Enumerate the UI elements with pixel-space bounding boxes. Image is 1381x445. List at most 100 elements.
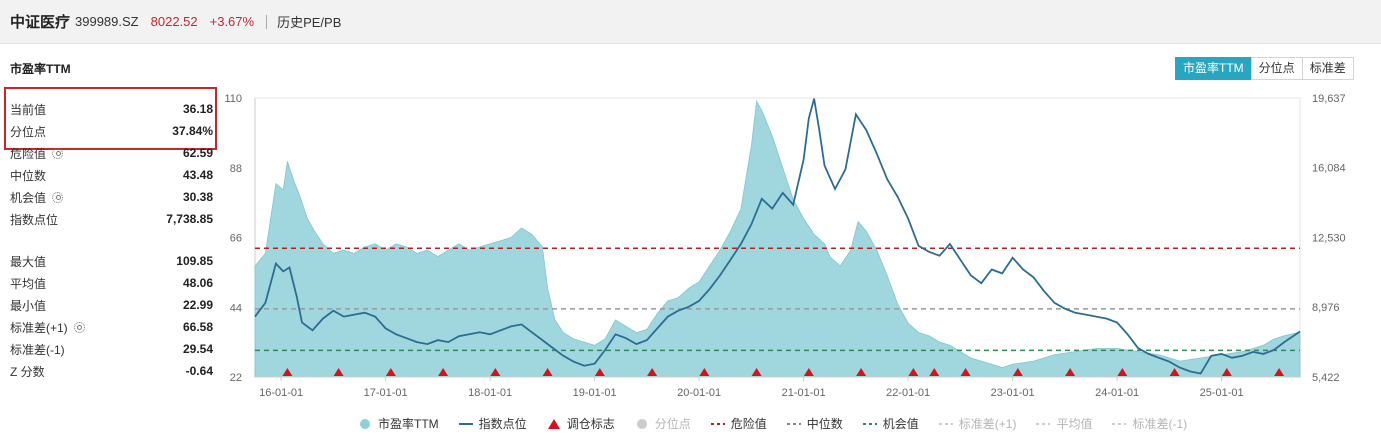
legend-item[interactable]: 中位数 (786, 415, 843, 432)
legend-swatch-icon (636, 418, 647, 429)
tab-percentile[interactable]: 分位点 (1250, 57, 1303, 80)
x-tick-label: 16-01-01 (259, 387, 303, 399)
legend-item[interactable]: 平均值 (1035, 415, 1092, 432)
legend-swatch-icon (710, 422, 725, 425)
legend-item[interactable]: 标准差(+1) (938, 415, 1016, 432)
stat-row: 标准差(+1) 66.58 (10, 316, 213, 338)
stat-label: 平均值 (10, 275, 46, 292)
legend-swatch-icon (458, 422, 473, 425)
legend-item[interactable]: 调仓标志 (546, 415, 615, 432)
stat-label-text: 当前值 (10, 102, 47, 117)
legend-label: 指数点位 (478, 417, 527, 431)
y-right-tick-label: 5,422 (1312, 372, 1340, 384)
chart-legend: 市盈率TTM 指数点位 调仓标志 分位点 危险值 中位数 机会值 标准差(+1) 平均值 标准差(… (357, 415, 1206, 432)
stat-value: 48.06 (182, 276, 213, 290)
legend-item[interactable]: 分位点 (634, 415, 691, 432)
stat-label: 最小值 (10, 297, 46, 314)
top-header: 中证医疗 399989.SZ 8022.52 +3.67% 历史PE/PB (0, 0, 1381, 44)
y-right-tick-label: 19,637 (1312, 93, 1346, 105)
rebalance-marker (490, 368, 501, 376)
stat-label-text: 最小值 (10, 298, 47, 313)
stat-row: 指数点位 7,738.85 (10, 208, 213, 230)
rebalance-marker (803, 368, 814, 376)
stat-label-text: 危险值 (10, 146, 47, 161)
stat-value: 29.54 (182, 342, 213, 356)
legend-label: 平均值 (1056, 417, 1093, 431)
pe-ttm-area (254, 99, 1301, 378)
rebalance-marker (333, 368, 344, 376)
tab-std-dev[interactable]: 标准差 (1301, 57, 1354, 80)
section-title: 市盈率TTM (10, 62, 71, 76)
rebalance-marker (594, 368, 605, 376)
rebalance-marker (908, 368, 919, 376)
stat-row: Z 分数 -0.64 (10, 360, 213, 382)
stat-row: 标准差(-1) 29.54 (10, 338, 213, 360)
legend-item[interactable]: 危险值 (710, 415, 767, 432)
header-separator (266, 14, 268, 29)
stat-value: 22.99 (182, 298, 213, 312)
stat-label-text: 平均值 (10, 276, 47, 291)
index-price: 8022.52 (150, 14, 198, 29)
stat-row: 中位数 43.48 (10, 164, 213, 186)
legend-item[interactable]: 市盈率TTM (357, 415, 439, 432)
x-tick-label: 25-01-01 (1200, 387, 1244, 399)
legend-item[interactable]: 指数点位 (458, 415, 527, 432)
stat-label: 最大值 (10, 253, 46, 270)
stat-label: 当前值 (10, 101, 46, 118)
stats-panel: 当前值 36.18 分位点 37.84% 危险值 62.59 中位数 43.48 机会值 30.3… (10, 98, 213, 382)
gear-icon[interactable] (52, 147, 64, 159)
x-tick-label: 24-01-01 (1095, 387, 1139, 399)
stat-label-text: Z 分数 (10, 364, 45, 379)
x-tick-label: 20-01-01 (677, 387, 721, 399)
stat-value: 62.59 (182, 146, 213, 160)
index-name: 中证医疗 (10, 14, 71, 31)
rebalance-marker (1221, 368, 1232, 376)
legend-item[interactable]: 机会值 (862, 415, 919, 432)
y-left-tick-label: 44 (230, 302, 242, 314)
legend-swatch-icon (938, 422, 953, 425)
stat-label-text: 机会值 (10, 190, 47, 205)
history-pe-pb-link[interactable]: 历史PE/PB (277, 15, 342, 30)
legend-label: 机会值 (882, 417, 919, 431)
rebalance-marker (699, 368, 710, 376)
legend-item[interactable]: 标准差(-1) (1111, 415, 1187, 432)
stat-row: 机会值 30.38 (10, 186, 213, 208)
gear-icon[interactable] (73, 321, 85, 333)
stat-row: 平均值 48.06 (10, 272, 213, 294)
rebalance-marker (542, 368, 553, 376)
tab-pe-ttm[interactable]: 市盈率TTM (1175, 57, 1252, 80)
rebalance-marker (1065, 368, 1076, 376)
x-tick-label: 19-01-01 (573, 387, 617, 399)
y-left-tick-label: 22 (230, 372, 242, 384)
rebalance-marker (1169, 368, 1180, 376)
stat-label: 指数点位 (10, 211, 58, 228)
stat-value: 43.48 (182, 168, 213, 182)
stat-label: 危险值 (10, 145, 64, 162)
stat-label: 中位数 (10, 167, 46, 184)
stat-label: 标准差(+1) (10, 319, 85, 336)
rebalance-marker (385, 368, 396, 376)
metric-tabs: 市盈率TTM 分位点 标准差 (1175, 57, 1354, 80)
legend-label: 分位点 (654, 417, 691, 431)
stat-row: 分位点 37.84% (10, 120, 213, 142)
index-change: +3.67% (209, 14, 255, 29)
stat-label: 机会值 (10, 189, 64, 206)
stat-value: 30.38 (182, 190, 213, 204)
rebalance-marker (856, 368, 867, 376)
stat-row: 最小值 22.99 (10, 294, 213, 316)
stat-label: Z 分数 (10, 363, 45, 380)
rebalance-marker (929, 368, 940, 376)
rebalance-marker (438, 368, 449, 376)
rebalance-marker (960, 368, 971, 376)
legend-swatch-icon (547, 418, 560, 429)
index-line (254, 98, 1301, 375)
gear-icon[interactable] (52, 191, 64, 203)
legend-label: 中位数 (806, 417, 843, 431)
stat-row: 当前值 36.18 (10, 98, 213, 120)
rebalance-marker (1117, 368, 1128, 376)
rebalance-marker (647, 368, 658, 376)
stat-value: 7,738.85 (166, 212, 213, 226)
stat-row: 最大值 109.85 (10, 250, 213, 272)
x-tick-label: 23-01-01 (991, 387, 1035, 399)
